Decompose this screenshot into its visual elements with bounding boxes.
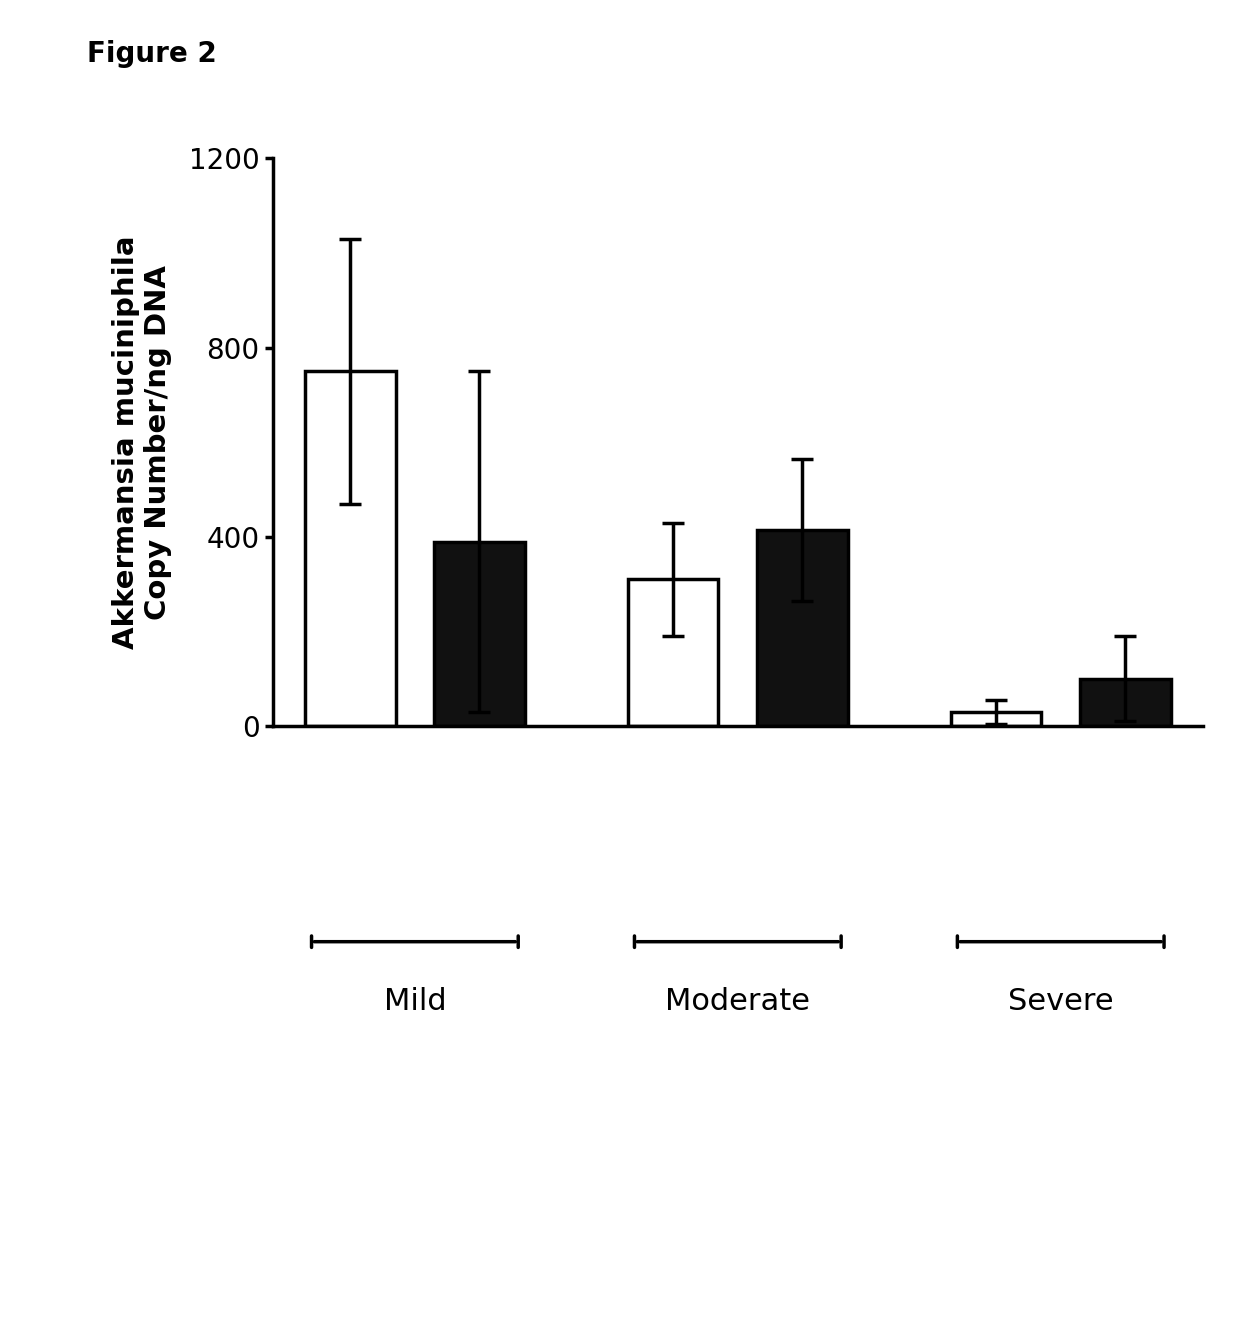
Bar: [758, 529, 848, 726]
Bar: [627, 579, 718, 726]
Text: Moderate: Moderate: [666, 987, 810, 1016]
Text: Figure 2: Figure 2: [87, 40, 217, 67]
Bar: [305, 371, 396, 726]
Bar: [434, 541, 525, 726]
Bar: [1080, 678, 1171, 726]
Text: Mild: Mild: [383, 987, 446, 1016]
Bar: [951, 711, 1042, 726]
Text: Severe: Severe: [1008, 987, 1114, 1016]
Y-axis label: Akkermansia muciniphila
Copy Number/ng DNA: Akkermansia muciniphila Copy Number/ng D…: [112, 235, 172, 649]
